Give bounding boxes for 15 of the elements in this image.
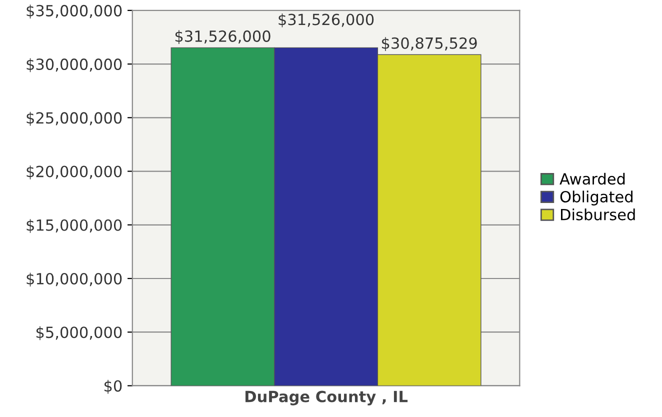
legend-label: Awarded [560, 172, 625, 185]
y-tick-label: $10,000,000 [26, 272, 122, 287]
y-tick-label: $5,000,000 [36, 326, 122, 340]
legend-label: Disbursed [561, 208, 635, 220]
y-tick-label: $0 [104, 380, 122, 394]
y-tick-label: $15,000,000 [26, 219, 122, 233]
y-tick-label: $20,000,000 [26, 165, 122, 180]
legend-label: Obligated [560, 190, 632, 206]
data-label: $31,526,000 [278, 13, 374, 28]
data-label: $31,526,000 [175, 30, 270, 44]
y-tick-label: $30,000,000 [26, 58, 122, 72]
y-tick-label: $25,000,000 [26, 112, 122, 126]
x-tick-label: DuPage County , IL [246, 390, 408, 406]
y-tick-label: $35,000,000 [26, 4, 122, 18]
data-label: $30,875,529 [382, 37, 477, 51]
